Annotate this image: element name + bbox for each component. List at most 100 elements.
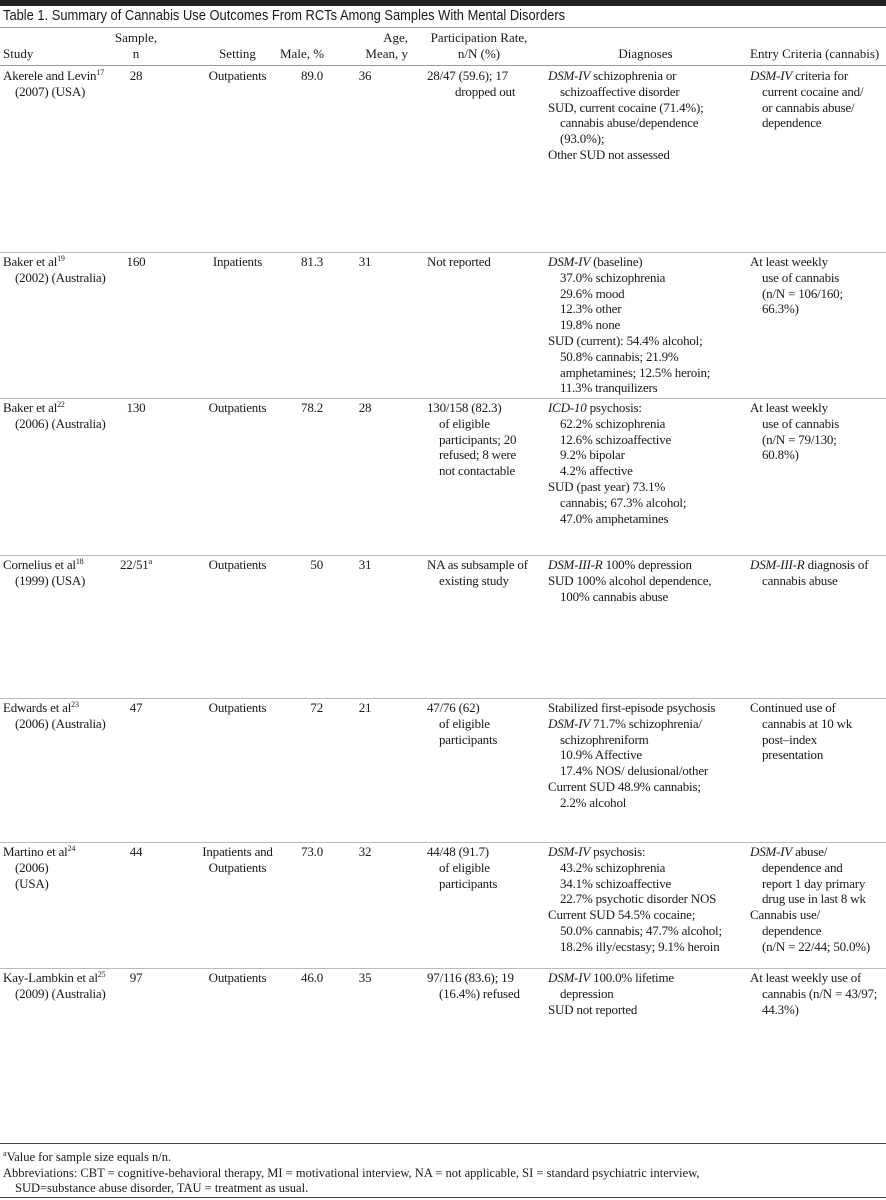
text-line: 62.2% schizophrenia — [560, 415, 666, 431]
setting-line: Outpatients — [208, 400, 267, 415]
cell-diagnoses: DSM-IV psychosis: 43.2% schizophrenia 34.1… — [548, 844, 722, 955]
cell-entry: DSM-IV criteria for current cocaine and/o… — [750, 68, 864, 131]
footnote-mark: a — [3, 1149, 7, 1158]
setting-line: Outpatients — [208, 859, 267, 875]
header-setting: Setting — [219, 46, 256, 61]
text-line: cannabis abuse/dependence — [560, 115, 699, 131]
study-line: (2006) (Australia) — [15, 715, 106, 731]
text-line: DSM-III-R diagnosis of — [750, 557, 869, 572]
abbreviations-line-1: Abbreviations: CBT = cognitive-behaviora… — [3, 1166, 700, 1180]
footer-bottom-rule — [0, 1197, 886, 1198]
footnote-mark: a — [148, 557, 153, 566]
text-line: SUD, current cocaine (71.4%); — [548, 99, 704, 115]
text-line: cannabis at 10 wk — [762, 715, 853, 731]
cell-setting: Outpatients — [190, 970, 285, 986]
text-line: drug use in last 8 wk — [762, 891, 866, 907]
header-line: n/N (%) — [457, 45, 501, 61]
cell-sample: 47 — [129, 700, 143, 715]
cell-participation: NA as subsample of existing study — [427, 557, 545, 589]
text-line: DSM-IV schizophrenia or — [548, 68, 677, 83]
text-line: At least weekly — [750, 400, 828, 415]
reference-number: 17 — [96, 68, 104, 77]
text-line: SUD 100% alcohol dependence, — [548, 572, 712, 588]
italic-term: DSM-IV — [548, 254, 591, 269]
participation-line: dropped out — [455, 83, 516, 99]
participation-line: participants — [439, 875, 498, 891]
text-line: 18.2% illy/ecstasy; 9.1% heroin — [560, 938, 720, 954]
study-line: (2006) — [15, 859, 49, 875]
cell-setting: Outpatients — [190, 700, 285, 716]
cell-participation: Not reported — [427, 254, 545, 270]
cell-participation: 97/116 (83.6); 19 (16.4%) refused — [427, 970, 545, 1002]
participation-line: (16.4%) refused — [439, 985, 520, 1001]
participation-line: existing study — [439, 572, 509, 588]
text-line: (n/N = 22/44; 50.0%) — [762, 938, 871, 954]
header-bottom-rule — [0, 65, 886, 66]
text-line: 9.2% bipolar — [560, 447, 625, 463]
study-line: Baker et al19 — [3, 254, 65, 269]
text-line: At least weekly use of — [750, 970, 862, 985]
cell-sample: 160 — [126, 254, 146, 269]
cell-age: 35 — [358, 970, 372, 985]
row-divider — [0, 252, 886, 253]
text-line: report 1 day primary — [762, 875, 866, 891]
text-line: 50.0% cannabis; 47.7% alcohol; — [560, 922, 722, 938]
header-diagnoses: Diagnoses — [618, 46, 673, 61]
cell-setting: Outpatients — [190, 68, 285, 84]
text-line: post–index — [762, 731, 818, 747]
cell-entry: DSM-III-R diagnosis of cannabis abuse — [750, 557, 869, 589]
cell-sample: 130 — [126, 400, 146, 415]
text-line: (93.0%); — [560, 131, 605, 147]
text-line: 10.9% Affective — [560, 747, 642, 763]
text-line: cannabis (n/N = 43/97; — [762, 985, 878, 1001]
participation-line: not contactable — [439, 463, 516, 479]
text-line: 29.6% mood — [560, 285, 625, 301]
text-line: 44.3%) — [762, 1001, 799, 1017]
cell-diagnoses: DSM-IV schizophrenia or schizoaffective d… — [548, 68, 704, 163]
study-line: (2006) (Australia) — [15, 415, 106, 431]
cell-diagnoses: ICD-10 psychosis: 62.2% schizophrenia 12.6… — [548, 400, 686, 526]
study-line: Martino et al24 — [3, 844, 76, 859]
cell-setting: Outpatients — [190, 400, 285, 416]
italic-term: ICD-10 — [548, 400, 587, 415]
cell-setting: Inpatients and Outpatients — [190, 844, 285, 876]
cell-participation: 28/47 (59.6); 17 dropped out — [427, 68, 545, 100]
row-divider — [0, 698, 886, 699]
text-line: 12.6% schizoaffective — [560, 431, 672, 447]
text-line: 34.1% schizoaffective — [560, 875, 672, 891]
text-line: or cannabis abuse/ — [762, 99, 855, 115]
cell-male: 81.3 — [301, 254, 323, 269]
cell-study: Baker et al19 (2002) (Australia) — [3, 254, 111, 286]
cell-setting: Inpatients — [190, 254, 285, 270]
abbreviations-line-2: SUD=substance abuse disorder, TAU = trea… — [15, 1181, 309, 1195]
cell-study: Akerele and Levin17 (2007) (USA) — [3, 68, 111, 100]
participation-line: of eligible — [439, 715, 490, 731]
study-line: Cornelius et al18 — [3, 557, 84, 572]
cell-study: Edwards et al23 (2006) (Australia) — [3, 700, 111, 732]
header-line: Age, — [383, 30, 408, 45]
participation-line: 28/47 (59.6); 17 — [427, 68, 508, 83]
cell-age: 21 — [358, 700, 372, 715]
header-line: n — [132, 45, 140, 61]
study-line: Kay-Lambkin et al25 — [3, 970, 106, 985]
text-line: Cannabis use/ — [750, 907, 820, 923]
participation-line: participants; 20 — [439, 431, 517, 447]
cell-age: 31 — [358, 557, 372, 572]
cell-participation: 44/48 (91.7) of eligible participants — [427, 844, 545, 891]
participation-line: 97/116 (83.6); 19 — [427, 970, 514, 985]
participation-line: 130/158 (82.3) — [427, 400, 502, 415]
text-line: cannabis abuse — [762, 572, 838, 588]
text-line: 17.4% NOS/ delusional/other — [560, 763, 709, 779]
header-line: Sample, — [114, 30, 158, 45]
footnote-text: Value for sample size equals n/n. — [6, 1150, 172, 1164]
participation-line: of eligible — [439, 415, 490, 431]
cell-male: 46.0 — [301, 970, 323, 985]
text-line: 22.7% psychotic disorder NOS — [560, 891, 717, 907]
reference-number: 25 — [97, 970, 106, 979]
text-line: schizoaffective disorder — [560, 83, 680, 99]
header-top-rule — [0, 27, 886, 28]
header-line: Participation Rate, — [430, 30, 528, 45]
text-line: DSM-IV (baseline) — [548, 254, 643, 269]
reference-number: 24 — [67, 844, 76, 853]
cell-age: 32 — [358, 844, 372, 859]
